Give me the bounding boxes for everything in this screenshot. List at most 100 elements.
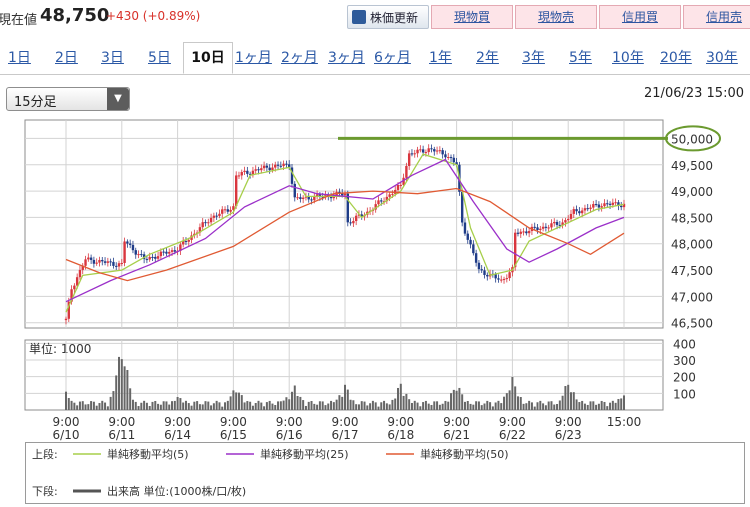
volume-bar: [265, 402, 268, 410]
margin-buy-button[interactable]: 信用買: [599, 5, 681, 29]
candle-body: [338, 191, 341, 194]
candle-body: [92, 259, 96, 264]
volume-bar: [469, 403, 472, 410]
candle-body: [84, 259, 87, 266]
candle-body: [474, 253, 478, 263]
volume-bar: [463, 401, 466, 410]
volume-bar: [597, 403, 600, 410]
volume-bar: [569, 392, 572, 410]
x-tick-time: 9:00: [108, 415, 135, 429]
candle-body: [318, 194, 322, 197]
volume-bar: [525, 403, 528, 410]
tab-period-1m[interactable]: 1ヶ月: [235, 50, 272, 66]
x-tick-time: 9:00: [332, 415, 359, 429]
candle-body: [190, 235, 193, 240]
volume-bar: [81, 401, 84, 410]
volume-bar: [408, 399, 411, 410]
candle-body: [413, 153, 416, 155]
candle-body: [402, 177, 405, 185]
tab-period-2m[interactable]: 2ヶ月: [281, 50, 318, 66]
volume-tick-label: 300: [673, 354, 696, 368]
tab-period-5d[interactable]: 5日: [148, 50, 171, 66]
volume-bar: [422, 402, 425, 410]
cash-sell-button[interactable]: 現物売: [515, 5, 597, 29]
price-tick-label: 49,500: [671, 159, 713, 173]
volume-bar: [489, 402, 492, 410]
candle-body: [70, 289, 73, 302]
volume-bar: [70, 400, 73, 410]
candle-body: [589, 207, 592, 209]
volume-bar: [338, 395, 341, 410]
candle-body: [215, 215, 218, 217]
volume-bar: [84, 404, 87, 410]
price-tick-label: 47,500: [671, 264, 713, 278]
volume-bar: [232, 390, 235, 410]
refresh-quote-button[interactable]: 株価更新: [347, 5, 429, 29]
x-tick-time: 9:00: [53, 415, 80, 429]
margin-sell-button[interactable]: 信用売: [683, 5, 750, 29]
volume-bar: [263, 406, 266, 410]
candle-body: [156, 256, 160, 259]
volume-bar: [452, 389, 455, 410]
candle-body: [553, 221, 556, 224]
candle-body: [140, 254, 143, 256]
tab-period-1d[interactable]: 1日: [8, 50, 31, 66]
x-tick-date: 6/15: [220, 428, 247, 442]
candle-body: [603, 203, 606, 207]
tab-period-20y[interactable]: 20年: [660, 50, 692, 66]
volume-bar: [441, 403, 444, 410]
tab-period-10d[interactable]: 10日: [183, 42, 233, 74]
candle-body: [268, 167, 271, 171]
candle-body: [229, 209, 232, 212]
volume-unit-label: 単位: 1000: [29, 341, 91, 356]
candle-body: [438, 150, 442, 152]
tab-period-1y[interactable]: 1年: [429, 50, 452, 66]
candle-body: [226, 209, 230, 212]
volume-bar: [371, 400, 374, 410]
volume-bar: [112, 391, 115, 410]
tab-period-30y[interactable]: 30年: [706, 50, 738, 66]
volume-bar: [137, 406, 140, 410]
tab-period-3m[interactable]: 3ヶ月: [328, 50, 365, 66]
candle-body: [536, 227, 539, 231]
tab-period-3y[interactable]: 3年: [522, 50, 545, 66]
volume-bar: [254, 403, 257, 410]
candle-body: [421, 149, 425, 153]
volume-bar: [104, 402, 107, 410]
volume-bar: [620, 398, 623, 410]
refresh-quote-label: 株価更新: [370, 11, 419, 25]
candle-body: [282, 163, 285, 167]
tab-period-2y[interactable]: 2年: [476, 50, 499, 66]
candle-body: [419, 149, 422, 151]
candle-body: [254, 169, 257, 171]
volume-bar: [455, 390, 458, 410]
tab-period-10y[interactable]: 10年: [612, 50, 644, 66]
candle-body: [558, 224, 562, 226]
x-tick-time: 9:00: [443, 415, 470, 429]
cash-buy-button[interactable]: 現物買: [431, 5, 513, 29]
volume-bar: [168, 404, 171, 410]
tab-period-2d[interactable]: 2日: [55, 50, 78, 66]
volume-bar: [609, 402, 612, 410]
candle-body: [173, 250, 177, 252]
volume-bar: [623, 395, 625, 410]
volume-bar: [581, 400, 584, 410]
tab-period-3d[interactable]: 3日: [101, 50, 124, 66]
volume-tick-label: 100: [673, 387, 696, 401]
x-tick-time: 9:00: [164, 415, 191, 429]
volume-bar: [558, 400, 561, 410]
legend-item-ma3: 単純移動平均(50): [420, 447, 509, 461]
candle-body: [120, 262, 123, 264]
candle-body: [533, 226, 536, 228]
tab-period-6m[interactable]: 6ヶ月: [374, 50, 411, 66]
volume-bar: [299, 396, 302, 410]
candle-body: [600, 206, 603, 208]
legend-item-ma2: 単純移動平均(25): [260, 447, 349, 461]
interval-select[interactable]: 15分足 ▼: [6, 87, 130, 111]
candle-body: [455, 162, 458, 165]
volume-bar: [257, 400, 260, 410]
volume-bar: [310, 400, 313, 410]
volume-bar: [196, 401, 199, 410]
volume-bar: [293, 385, 296, 410]
tab-period-5y[interactable]: 5年: [569, 50, 592, 66]
